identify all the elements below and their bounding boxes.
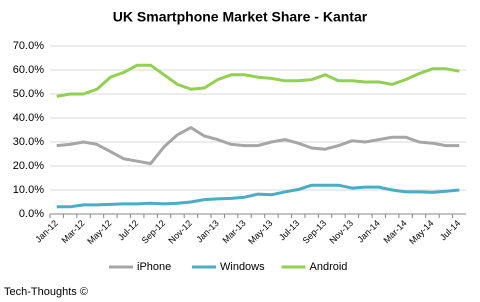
y-tick-label: 0.0% <box>19 208 44 220</box>
x-tick-label: Jan-12 <box>33 218 60 245</box>
x-tick-label: Jul-13 <box>277 218 301 242</box>
chart-title: UK Smartphone Market Share - Kantar <box>113 9 368 25</box>
legend-label: Android <box>310 261 348 273</box>
legend-label: Windows <box>220 261 265 273</box>
x-tick-label: Jul-12 <box>116 218 140 242</box>
y-tick-label: 50.0% <box>13 88 44 100</box>
y-tick-label: 10.0% <box>13 184 44 196</box>
series-line <box>56 183 460 209</box>
x-tick-label: Sep-12 <box>140 218 168 246</box>
x-tick-label: Mar-13 <box>220 218 247 245</box>
x-tick-label: Sep-13 <box>301 218 329 246</box>
y-tick-label: 20.0% <box>13 160 44 172</box>
y-tick-label: 70.0% <box>13 40 44 52</box>
series-line <box>56 126 460 166</box>
y-tick-label: 30.0% <box>13 136 44 148</box>
legend-label: iPhone <box>137 261 171 273</box>
x-tick-label: Jul-14 <box>438 218 462 242</box>
x-tick-label: Jan-14 <box>355 218 382 245</box>
series-line <box>56 63 460 98</box>
y-tick-label: 40.0% <box>13 112 44 124</box>
footer: Tech-Thoughts © <box>4 286 88 298</box>
x-tick-label: May-13 <box>246 218 274 246</box>
x-tick-label: May-12 <box>85 218 113 246</box>
x-tick-label: Mar-14 <box>381 218 408 245</box>
x-tick-label: Nov-12 <box>166 218 194 246</box>
x-tick-label: May-14 <box>407 218 435 246</box>
x-tick-label: Jan-13 <box>194 218 221 245</box>
x-tick-label: Mar-12 <box>59 218 86 245</box>
y-tick-label: 60.0% <box>13 64 44 76</box>
x-tick-label: Nov-13 <box>327 218 355 246</box>
